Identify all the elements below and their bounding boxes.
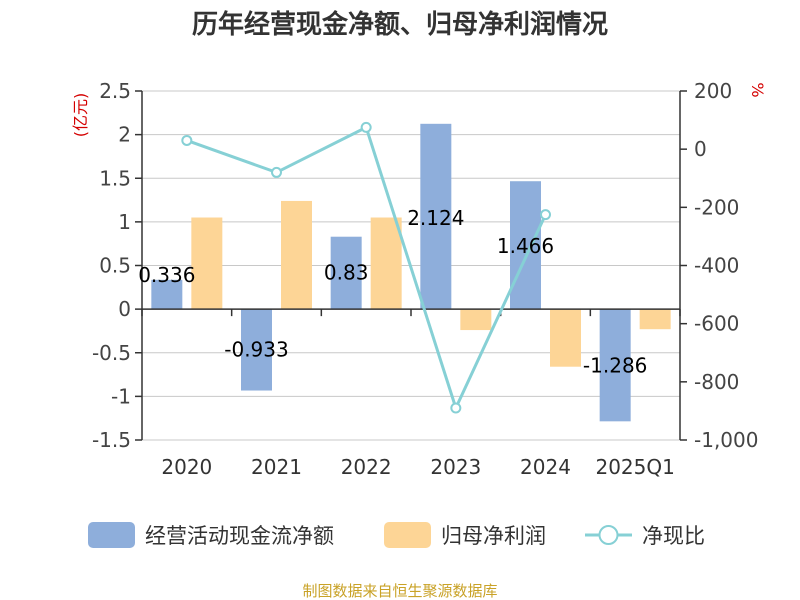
left-tick-label: -1.5 [92, 428, 131, 452]
line-point [181, 134, 193, 146]
legend-swatch [88, 522, 135, 548]
line-point [450, 402, 462, 414]
category-label: 2021 [251, 455, 302, 479]
data-label-cashflow: -0.933 [224, 338, 288, 362]
left-tick-label: 2.5 [99, 79, 131, 103]
legend: 经营活动现金流净额 归母净利润 净现比 [88, 522, 705, 548]
legend-marker [598, 525, 619, 545]
legend-swatch [384, 522, 431, 548]
right-tick-label: -600 [694, 312, 739, 336]
line-layer [181, 121, 551, 414]
right-tick-label: -1,000 [694, 428, 758, 452]
line-point [271, 166, 282, 178]
legend-label: 净现比 [642, 524, 705, 548]
bar-cashflow [151, 279, 183, 310]
right-tick-label: 0 [694, 137, 707, 161]
left-tick-label: -1 [111, 384, 131, 408]
line-point [540, 209, 551, 221]
bar-cashflow [241, 309, 272, 391]
source-note: 制图数据来自恒生聚源数据库 [302, 582, 497, 600]
bar-cashflow [330, 236, 362, 310]
bar-cashflow [599, 309, 631, 422]
category-label: 2025Q1 [595, 455, 674, 479]
left-tick-label: 1.5 [99, 166, 131, 190]
data-label-cashflow: 1.466 [497, 234, 554, 258]
labels-layer: 0.336 -0.933 0.83 2.124 1.466 -1.286 [138, 206, 647, 378]
data-label-cashflow: 0.336 [138, 263, 195, 287]
category-label: 2022 [341, 455, 392, 479]
right-tick-label: -200 [694, 195, 739, 219]
category-label: 2020 [161, 455, 212, 479]
category-label: 2023 [430, 455, 481, 479]
left-tick-label: 0.5 [99, 254, 131, 278]
legend-label: 经营活动现金流净额 [145, 524, 334, 548]
left-tick-label: 2 [118, 123, 131, 147]
bar-netprofit [460, 309, 492, 331]
right-tick-label: 200 [694, 79, 732, 103]
left-tick-label: -0.5 [92, 341, 131, 365]
right-tick-label: -400 [694, 254, 739, 278]
right-tick-label: -800 [694, 370, 739, 394]
data-label-cashflow: 0.83 [324, 261, 369, 285]
right-axis-unit: % [748, 82, 767, 97]
bar-netprofit [370, 217, 402, 310]
bar-netprofit [639, 309, 671, 330]
bar-cashflow [420, 123, 452, 310]
chart-title: 历年经营现金净额、归母净利润情况 [192, 9, 608, 40]
bars-layer [151, 123, 671, 422]
category-label: 2024 [520, 455, 571, 479]
bar-netprofit [281, 200, 312, 310]
axes-layer: 2.5 2 1.5 1 0.5 0 -0.5 -1 -1.5 200 0 -200 -400 -600 -8… [71, 79, 767, 479]
data-label-cashflow: 2.124 [407, 206, 464, 230]
bar-netprofit [550, 309, 581, 367]
left-tick-label: 1 [118, 210, 131, 234]
data-label-cashflow: -1.286 [583, 353, 647, 377]
bar-netprofit [191, 217, 223, 310]
legend-label: 归母净利润 [441, 524, 546, 548]
bar-cashflow [510, 181, 541, 310]
left-axis-unit: (亿元) [71, 93, 90, 138]
left-tick-label: 0 [118, 297, 131, 321]
line-point [360, 121, 372, 133]
